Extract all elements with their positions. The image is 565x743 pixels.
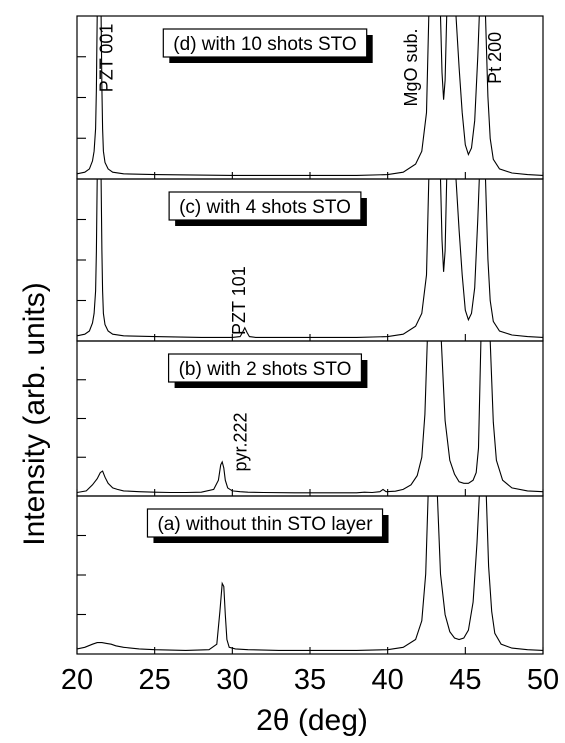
x-tick-label: 35 bbox=[294, 664, 326, 696]
peak-annotation: MgO sub. bbox=[401, 28, 421, 106]
peak-annotation: PZT 101 bbox=[229, 266, 249, 335]
y-axis-label: Intensity (arb. units) bbox=[18, 282, 51, 545]
x-tick-label: 40 bbox=[372, 664, 404, 696]
series-line-b bbox=[77, 341, 543, 494]
x-tick-label: 20 bbox=[61, 664, 93, 696]
label-box bbox=[168, 191, 362, 221]
panels-group: (d) with 10 shots STO PZT 001 MgO sub. Pt 2… bbox=[76, 15, 544, 655]
panel-label-c: (c) with 4 shots STO bbox=[179, 197, 351, 218]
x-tick-label: 30 bbox=[216, 664, 248, 696]
series-line-c bbox=[77, 179, 543, 338]
peak-annotation: pyr.222 bbox=[230, 412, 250, 471]
panel-label-b: (b) with 2 shots STO bbox=[179, 359, 352, 380]
panel-d: (d) with 10 shots STO PZT 001 MgO sub. Pt 2… bbox=[76, 15, 544, 180]
x-axis: 20 25 30 35 40 45 50 bbox=[61, 664, 559, 696]
label-box bbox=[162, 28, 368, 58]
panel-label-a: (a) without thin STO layer bbox=[157, 514, 373, 535]
label-box bbox=[146, 508, 384, 538]
x-tick-label: 45 bbox=[449, 664, 481, 696]
peak-annotation: Pt 200 bbox=[485, 32, 505, 84]
panel-label-d: (d) with 10 shots STO bbox=[173, 34, 356, 55]
panel-b: (b) with 2 shots STO pyr.222 bbox=[76, 340, 544, 497]
peak-annotation: PZT 001 bbox=[97, 24, 117, 93]
panel-c: (c) with 4 shots STO PZT 101 bbox=[76, 178, 544, 342]
x-tick-label: 50 bbox=[527, 664, 559, 696]
series-line-a bbox=[77, 496, 543, 651]
label-box bbox=[167, 353, 363, 383]
panel-a: (a) without thin STO layer bbox=[76, 495, 544, 655]
x-axis-label: 2θ (deg) bbox=[256, 704, 368, 737]
x-tick-label: 25 bbox=[139, 664, 171, 696]
